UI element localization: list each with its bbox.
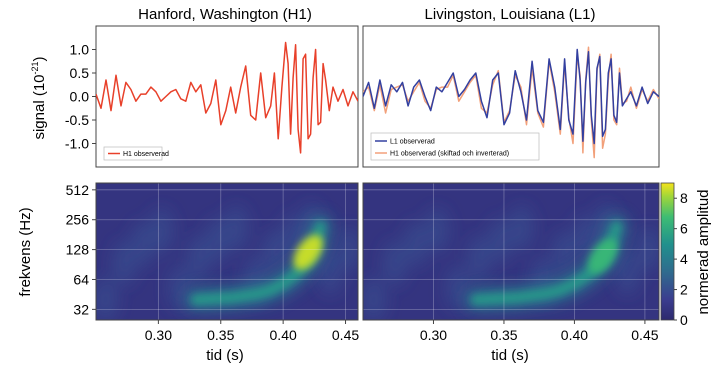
- signal-ytick-label: 0.0: [70, 89, 90, 105]
- signal-axis-label: signal (10-21): [30, 56, 48, 139]
- chirp-peak: [293, 234, 323, 270]
- signal-ytick-label: 1.0: [70, 42, 90, 58]
- colorbar-label: normerad amplitud: [695, 189, 712, 314]
- frequency-tick-label: 128: [66, 242, 90, 258]
- signal-ytick-label: -0.5: [65, 112, 89, 128]
- frequency-axis-label: frekvens (Hz): [17, 207, 34, 296]
- time-tick-label: 0.35: [207, 327, 234, 343]
- legend-h1-shifted: H1 observerad (skiftad och inverterad): [390, 151, 509, 158]
- time-tick-label: 0.35: [490, 327, 517, 343]
- chirp-peak: [588, 238, 618, 274]
- time-tick-label: 0.45: [332, 327, 359, 343]
- legend-l1-observed: L1 observerad: [390, 139, 435, 146]
- h1-legend: H1 observerad: [103, 146, 169, 161]
- colorbar-tick-label: 4: [680, 251, 688, 267]
- h1-signal-plot: [95, 25, 359, 168]
- colorbar-tick-label: 8: [680, 190, 688, 206]
- h1-spectrogram: [96, 183, 358, 320]
- time-tick-label: 0.45: [631, 327, 658, 343]
- frequency-tick-label: 32: [73, 301, 89, 317]
- frequency-tick-label: 256: [66, 212, 90, 228]
- time-tick-label: 0.40: [561, 327, 588, 343]
- colorbar-tick-label: 6: [680, 221, 688, 237]
- series-line: [363, 48, 659, 145]
- series-line: [96, 41, 358, 154]
- l1-panel-title: Livingston, Louisiana (L1): [425, 6, 596, 23]
- colorbar-tick-label: 2: [680, 282, 688, 298]
- colorbar-tick-label: 0: [680, 312, 688, 328]
- l1-spectrogram: [363, 183, 659, 320]
- frequency-tick-label: 64: [73, 271, 89, 287]
- time-tick-label: 0.40: [270, 327, 297, 343]
- time-tick-label: 0.30: [420, 327, 447, 343]
- l1-legend: L1 observerad H1 observerad (skiftad och…: [370, 132, 540, 161]
- legend-h1-observed: H1 observerad: [123, 151, 169, 158]
- time-axis-label-left: tid (s): [206, 347, 244, 364]
- signal-ytick-label: 0.5: [70, 65, 90, 81]
- frequency-tick-label: 512: [66, 182, 90, 198]
- time-axis-label-right: tid (s): [491, 347, 529, 364]
- h1-panel-title: Hanford, Washington (H1): [138, 6, 312, 23]
- time-tick-label: 0.30: [145, 327, 172, 343]
- colorbar: [660, 182, 675, 321]
- signal-ytick-label: -1.0: [65, 136, 89, 152]
